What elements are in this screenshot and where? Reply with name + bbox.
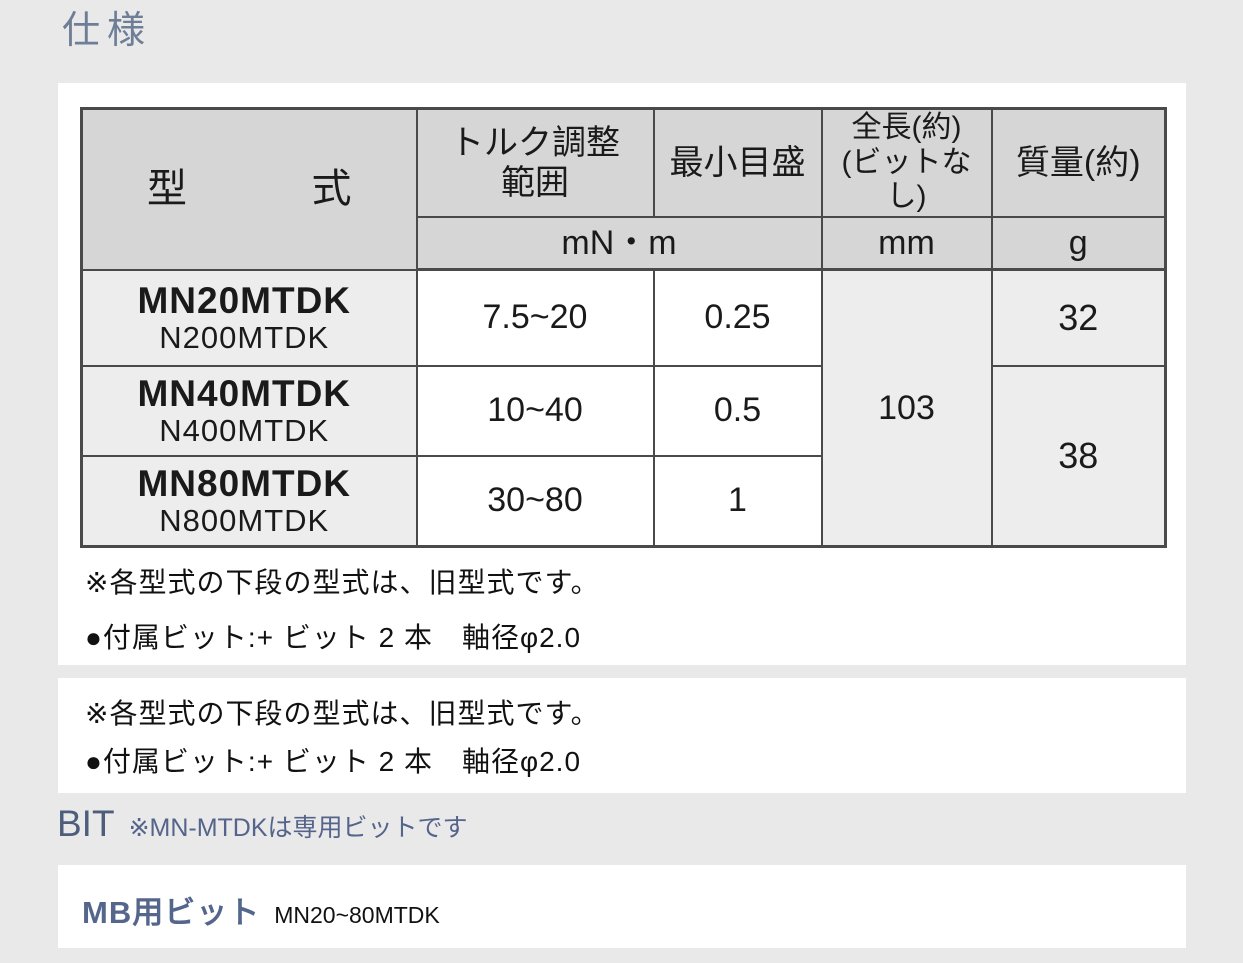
page-title: 仕様 xyxy=(62,10,153,52)
model-name-old: N800MTDK xyxy=(159,502,330,538)
bit-item-models: MN20~80MTDK xyxy=(274,902,440,928)
old-model-note: ※各型式の下段の型式は、旧型式です。 xyxy=(85,698,600,729)
old-model-note: ※各型式の下段の型式は、旧型式です。 xyxy=(85,567,600,598)
spec-section-box: 型式 トルク調整 範囲 最小目盛 全長(約) (ビットなし) 質量(約) mN・… xyxy=(58,83,1186,665)
included-bit-note: ●付属ビット:+ ビット 2 本 軸径φ2.0 xyxy=(85,622,582,653)
value-cell-min-scale: 1 xyxy=(652,454,823,548)
unit-cell-torque-minscale: mN・m xyxy=(415,215,823,271)
model-name-old: N400MTDK xyxy=(159,412,330,448)
spec-table-units-row: mN・m mm g xyxy=(82,215,1167,271)
model-name-new: MN20MTDK xyxy=(137,279,352,321)
table-row-mn20: MN20MTDK N200MTDK 7.5~20 0.25 103 32 xyxy=(80,268,1167,548)
table-row-mn80: MN80MTDK N800MTDK 30~80 1 xyxy=(80,454,1166,548)
value-cell-torque-range: 30~80 xyxy=(415,454,655,548)
model-cell-mn20: MN20MTDK N200MTDK xyxy=(80,268,418,367)
value-cell-torque-range: 7.5~20 xyxy=(415,268,655,367)
col-header-min-scale: 最小目盛 xyxy=(652,107,823,218)
model-name-new: MN80MTDK xyxy=(137,463,352,505)
bit-section-heading: BIT xyxy=(57,803,115,844)
bit-section-heading-row: BIT ※MN-MTDKは専用ビットです xyxy=(57,803,468,845)
notes-repeat-box: ※各型式の下段の型式は、旧型式です。 ●付属ビット:+ ビット 2 本 軸径φ2… xyxy=(58,678,1186,793)
value-cell-torque-range: 10~40 xyxy=(415,364,655,457)
spec-table-header-row: 型式 トルク調整 範囲 最小目盛 全長(約) (ビットなし) 質量(約) xyxy=(80,107,1167,271)
value-cell-min-scale: 0.25 xyxy=(652,268,823,367)
bit-item-title: MB用ビット xyxy=(82,895,261,930)
col-header-torque-range: トルク調整 範囲 xyxy=(415,107,655,218)
included-bit-note: ●付属ビット:+ ビット 2 本 軸径φ2.0 xyxy=(85,746,582,777)
model-cell-mn80: MN80MTDK N800MTDK xyxy=(80,454,418,548)
value-cell-mass-row1: 32 xyxy=(990,268,1167,367)
unit-cell-length: mm xyxy=(820,215,993,271)
value-cell-mass-merged: 38 xyxy=(990,364,1167,548)
model-cell-mn40: MN40MTDK N400MTDK xyxy=(80,364,418,457)
bit-item-box: MB用ビット MN20~80MTDK xyxy=(58,865,1186,948)
col-header-mass: 質量(約) xyxy=(990,107,1167,218)
value-cell-length-merged: 103 xyxy=(820,268,993,548)
bit-section-note: ※MN-MTDKは専用ビットです xyxy=(128,814,468,842)
value-cell-min-scale: 0.5 xyxy=(652,364,823,457)
col-header-model-label: 型式 xyxy=(147,166,352,211)
table-row-mn40: MN40MTDK N400MTDK 10~40 0.5 38 xyxy=(80,364,1167,548)
spec-table: 型式 トルク調整 範囲 最小目盛 全長(約) (ビットなし) 質量(約) mN・… xyxy=(80,107,1167,548)
bit-item-row: MB用ビット MN20~80MTDK xyxy=(82,887,440,932)
model-name-old: N200MTDK xyxy=(159,319,330,355)
model-name-new: MN40MTDK xyxy=(137,372,352,414)
col-header-overall-length: 全長(約) (ビットなし) xyxy=(820,107,993,218)
col-header-model: 型式 xyxy=(80,107,418,271)
unit-cell-mass: g xyxy=(990,215,1167,271)
